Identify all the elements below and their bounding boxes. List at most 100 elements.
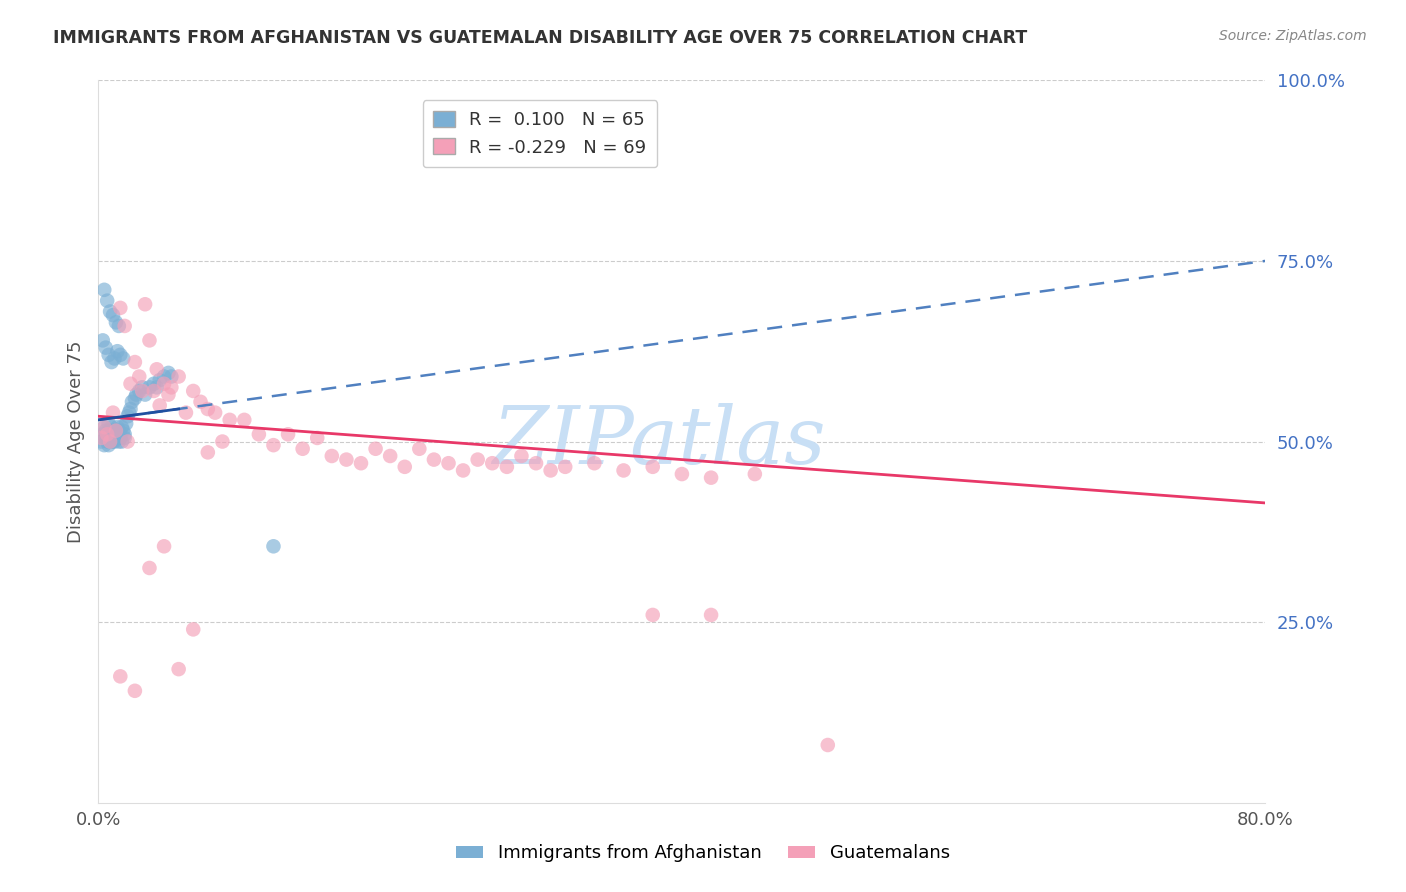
Point (100, 355, 122, 369)
Point (524, 456, 547, 470)
Point (111, 420, 134, 434)
Point (97, 348, 120, 362)
Point (114, 318, 136, 333)
Point (96, 434, 118, 449)
Point (149, 398, 172, 412)
Point (104, 424, 127, 438)
Point (101, 431, 124, 445)
Point (167, 369, 190, 384)
Point (105, 344, 128, 359)
Point (142, 376, 165, 391)
Point (451, 463, 474, 477)
Point (700, 607, 723, 622)
Legend: R =  0.100   N = 65, R = -0.229   N = 69: R = 0.100 N = 65, R = -0.229 N = 69 (423, 100, 658, 168)
Point (197, 445, 219, 459)
Text: IMMIGRANTS FROM AFGHANISTAN VS GUATEMALAN DISABILITY AGE OVER 75 CORRELATION CHA: IMMIGRANTS FROM AFGHANISTAN VS GUATEMALA… (53, 29, 1028, 46)
Point (641, 459, 664, 474)
Legend: Immigrants from Afghanistan, Guatemalans: Immigrants from Afghanistan, Guatemalans (449, 838, 957, 870)
Point (94, 424, 117, 438)
Point (146, 380, 169, 394)
Point (131, 380, 153, 394)
Point (91, 334, 114, 348)
Point (128, 369, 150, 384)
Point (153, 539, 176, 553)
Point (90, 434, 112, 449)
Point (817, 738, 839, 752)
Point (110, 301, 132, 315)
Point (98, 304, 121, 318)
Point (101, 406, 124, 420)
Point (134, 297, 156, 311)
Point (190, 394, 212, 409)
Point (94, 431, 117, 445)
Point (105, 420, 128, 434)
Point (153, 369, 176, 384)
Point (157, 387, 180, 401)
Point (394, 459, 416, 474)
Point (96, 427, 118, 442)
Point (307, 431, 329, 445)
Point (197, 402, 219, 417)
Point (112, 351, 135, 366)
Point (117, 434, 139, 449)
Point (121, 394, 143, 409)
Point (467, 452, 489, 467)
Point (93, 283, 115, 297)
Point (114, 431, 136, 445)
Text: ZIPatlas: ZIPatlas (492, 403, 825, 480)
Point (103, 434, 125, 449)
Point (218, 413, 240, 427)
Point (350, 456, 373, 470)
Point (100, 434, 122, 449)
Point (104, 427, 127, 442)
Point (98, 427, 121, 442)
Point (97, 417, 120, 431)
Point (128, 384, 150, 398)
Point (90, 431, 112, 445)
Point (146, 362, 169, 376)
Point (160, 380, 183, 394)
Point (380, 449, 402, 463)
Point (174, 406, 197, 420)
Point (110, 348, 132, 362)
Point (118, 406, 141, 420)
Point (105, 427, 128, 442)
Point (364, 442, 387, 456)
Point (335, 452, 357, 467)
Point (138, 561, 160, 575)
Point (125, 387, 148, 401)
Point (98, 431, 121, 445)
Point (108, 318, 131, 333)
Point (91, 427, 114, 442)
Point (437, 456, 460, 470)
Point (149, 373, 172, 387)
Point (554, 459, 576, 474)
Point (583, 456, 606, 470)
Point (112, 424, 135, 438)
Point (157, 366, 180, 380)
Text: Source: ZipAtlas.com: Source: ZipAtlas.com (1219, 29, 1367, 43)
Point (540, 463, 562, 477)
Point (138, 334, 160, 348)
Point (142, 384, 165, 398)
Point (408, 442, 430, 456)
Point (204, 406, 226, 420)
Point (262, 539, 284, 553)
Point (496, 459, 519, 474)
Point (93, 420, 115, 434)
Point (160, 369, 183, 384)
Y-axis label: Disability Age Over 75: Disability Age Over 75 (66, 340, 84, 543)
Point (100, 420, 122, 434)
Point (104, 431, 127, 445)
Point (124, 391, 146, 405)
Point (671, 467, 693, 481)
Point (94, 341, 117, 355)
Point (101, 308, 124, 322)
Point (744, 467, 766, 481)
Point (510, 449, 533, 463)
Point (96, 427, 118, 442)
Point (247, 427, 270, 442)
Point (108, 434, 131, 449)
Point (134, 387, 156, 401)
Point (110, 431, 132, 445)
